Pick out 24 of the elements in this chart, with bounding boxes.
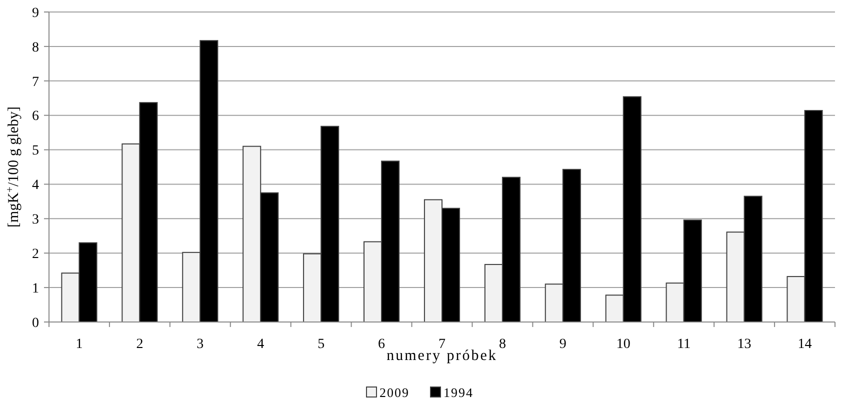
y-tick-label: 7 bbox=[32, 74, 39, 90]
y-tick-label: 3 bbox=[32, 212, 39, 228]
x-tick-label: 3 bbox=[196, 337, 204, 352]
x-tick-label: 9 bbox=[559, 337, 566, 352]
y-tick-label: 6 bbox=[32, 109, 39, 124]
y-tick-label: 8 bbox=[32, 40, 39, 56]
legend-label: 2009 bbox=[380, 385, 410, 400]
y-tick-label: 1 bbox=[32, 281, 39, 296]
x-tick-label: 5 bbox=[318, 337, 325, 352]
y-tick-label: 5 bbox=[32, 144, 39, 159]
y-tick-label: 9 bbox=[32, 6, 39, 21]
y-tick-label: 4 bbox=[32, 178, 39, 194]
x-tick-label: 13 bbox=[737, 337, 752, 352]
y-tick-label: 0 bbox=[32, 316, 39, 331]
x-tick-label: 2 bbox=[136, 337, 144, 352]
x-tick-label: 10 bbox=[616, 337, 630, 352]
x-tick-label: 11 bbox=[677, 337, 691, 352]
y-tick-label: 2 bbox=[32, 247, 39, 262]
legend-label: 1994 bbox=[444, 385, 474, 400]
x-tick-label: 14 bbox=[798, 337, 812, 352]
x-tick-label: 8 bbox=[498, 337, 506, 352]
x-tick-label: 1 bbox=[76, 337, 83, 352]
x-tick-label: 6 bbox=[378, 337, 386, 352]
x-tick-label: 4 bbox=[257, 337, 264, 352]
